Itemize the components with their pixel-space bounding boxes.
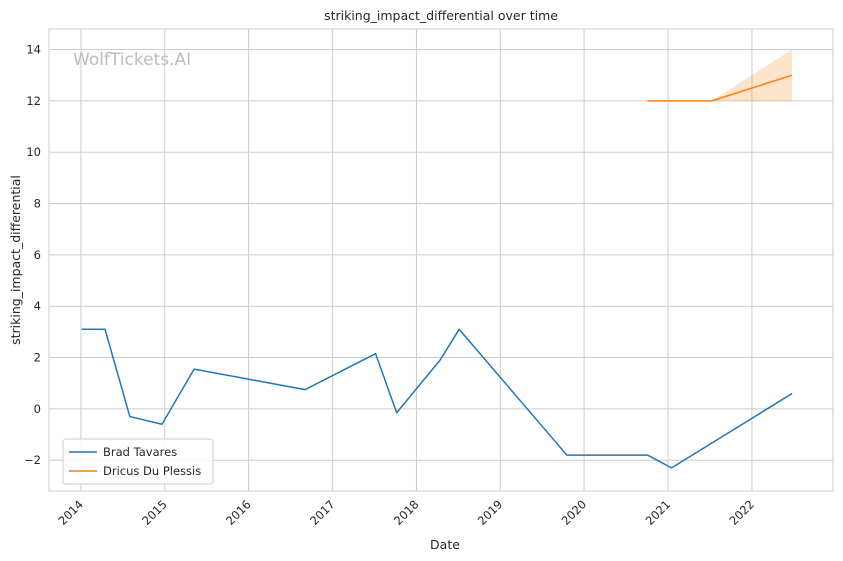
x-tick-label: 2022 xyxy=(726,497,757,528)
x-gridlines xyxy=(80,29,753,491)
y-tick-label: 14 xyxy=(26,43,41,57)
chart-title: striking_impact_differential over time xyxy=(324,8,558,23)
series-line xyxy=(647,74,793,102)
plot-frame xyxy=(48,28,834,492)
y-tick-label: 4 xyxy=(34,299,41,313)
y-tick-label: 6 xyxy=(34,248,41,262)
x-tick-label: 2020 xyxy=(559,497,590,528)
x-tick-label: 2019 xyxy=(475,497,506,528)
legend-frame xyxy=(62,438,214,485)
legend: Brad Tavares Dricus Du Plessis xyxy=(62,438,214,485)
legend-label-brad-tavares: Brad Tavares xyxy=(103,445,177,459)
x-tick-label: 2021 xyxy=(643,497,674,528)
legend-label-dricus-du-plessis: Dricus Du Plessis xyxy=(103,464,201,478)
confidence-band xyxy=(711,49,793,101)
plot-background xyxy=(49,29,833,491)
x-tick-label: 2015 xyxy=(139,497,170,528)
confidence-bands xyxy=(711,49,793,101)
y-tick-label: 8 xyxy=(34,197,41,211)
watermark-text: WolfTickets.AI xyxy=(73,50,191,70)
y-tick-label: 0 xyxy=(34,402,41,416)
x-axis-label: Date xyxy=(430,537,460,552)
y-tick-label: −2 xyxy=(24,453,41,467)
y-axis-label: striking_impact_differential xyxy=(8,175,23,345)
y-gridlines xyxy=(49,49,833,461)
y-tick-label: 12 xyxy=(26,94,41,108)
x-tick-label: 2017 xyxy=(307,497,338,528)
x-tick-label: 2014 xyxy=(55,497,86,528)
x-tick-label: 2016 xyxy=(223,497,254,528)
x-tick-label: 2018 xyxy=(391,497,422,528)
series-line xyxy=(81,328,793,469)
y-axis-tick-labels: −2 0 2 4 6 8 10 12 14 xyxy=(24,43,41,468)
y-tick-label: 10 xyxy=(26,145,41,159)
x-axis-tick-labels: 2014 2015 2016 2017 2018 2019 2020 2021 2022 xyxy=(55,497,757,528)
y-tick-label: 2 xyxy=(34,351,41,365)
series-lines xyxy=(81,74,793,469)
